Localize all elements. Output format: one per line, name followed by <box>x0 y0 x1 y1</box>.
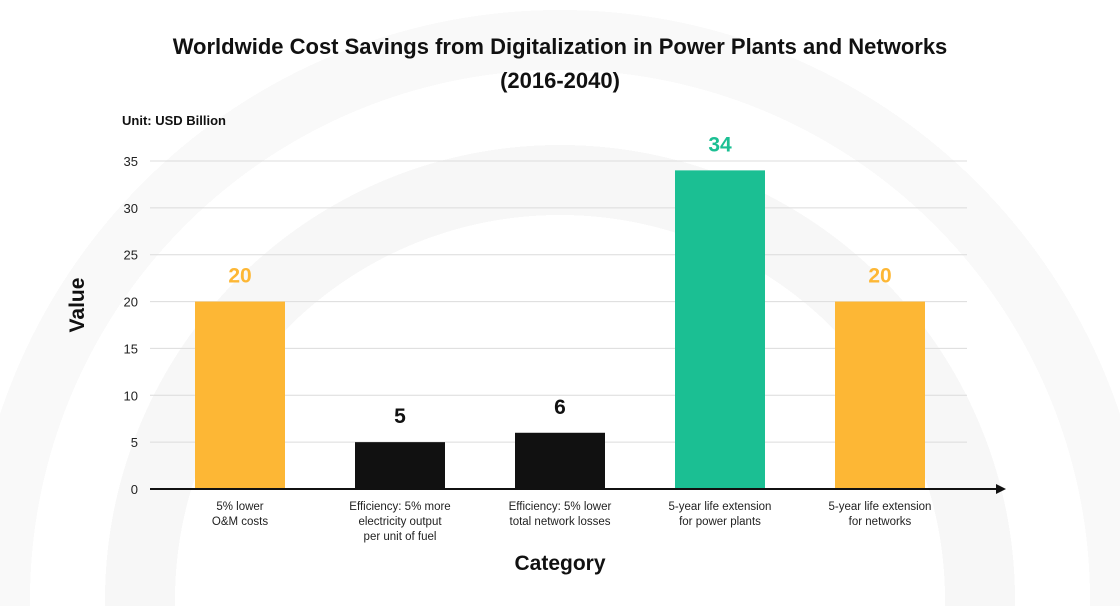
data-label: 6 <box>554 396 566 419</box>
x-tick-label: Efficiency: 5% more electricity output per… <box>349 501 450 543</box>
y-tick-label: 10 <box>124 388 138 403</box>
y-tick-label: 15 <box>124 341 138 356</box>
data-label: 34 <box>708 133 732 156</box>
y-tick-label: 0 <box>131 482 138 497</box>
data-label: 20 <box>868 265 891 288</box>
chart-title: Worldwide Cost Savings from Digitalizati… <box>0 30 1120 98</box>
bar <box>195 301 285 489</box>
y-tick-label: 5 <box>131 435 138 450</box>
bar <box>355 442 445 489</box>
x-tick-label: 5% lower O&M costs <box>212 501 268 528</box>
bar <box>675 170 765 489</box>
title-line-1: Worldwide Cost Savings from Digitalizati… <box>172 34 948 59</box>
y-tick-label: 30 <box>124 201 138 216</box>
x-tick-label: 5-year life extension for power plants <box>669 501 772 528</box>
unit-label: Unit: USD Billion <box>122 113 226 128</box>
y-tick-label: 20 <box>124 295 138 310</box>
x-tick-label: 5-year life extension for networks <box>829 501 932 528</box>
bar <box>835 301 925 489</box>
bar <box>515 432 605 489</box>
data-label: 5 <box>394 405 406 428</box>
x-axis-label: Category <box>514 552 606 575</box>
title-line-2: (2016-2040) <box>500 68 620 93</box>
x-axis-arrow-icon <box>996 484 1006 494</box>
data-label: 20 <box>228 265 251 288</box>
y-tick-label: 25 <box>124 248 138 263</box>
y-tick-label: 35 <box>124 154 138 169</box>
x-tick-label: Efficiency: 5% lower total network losses <box>509 501 612 528</box>
